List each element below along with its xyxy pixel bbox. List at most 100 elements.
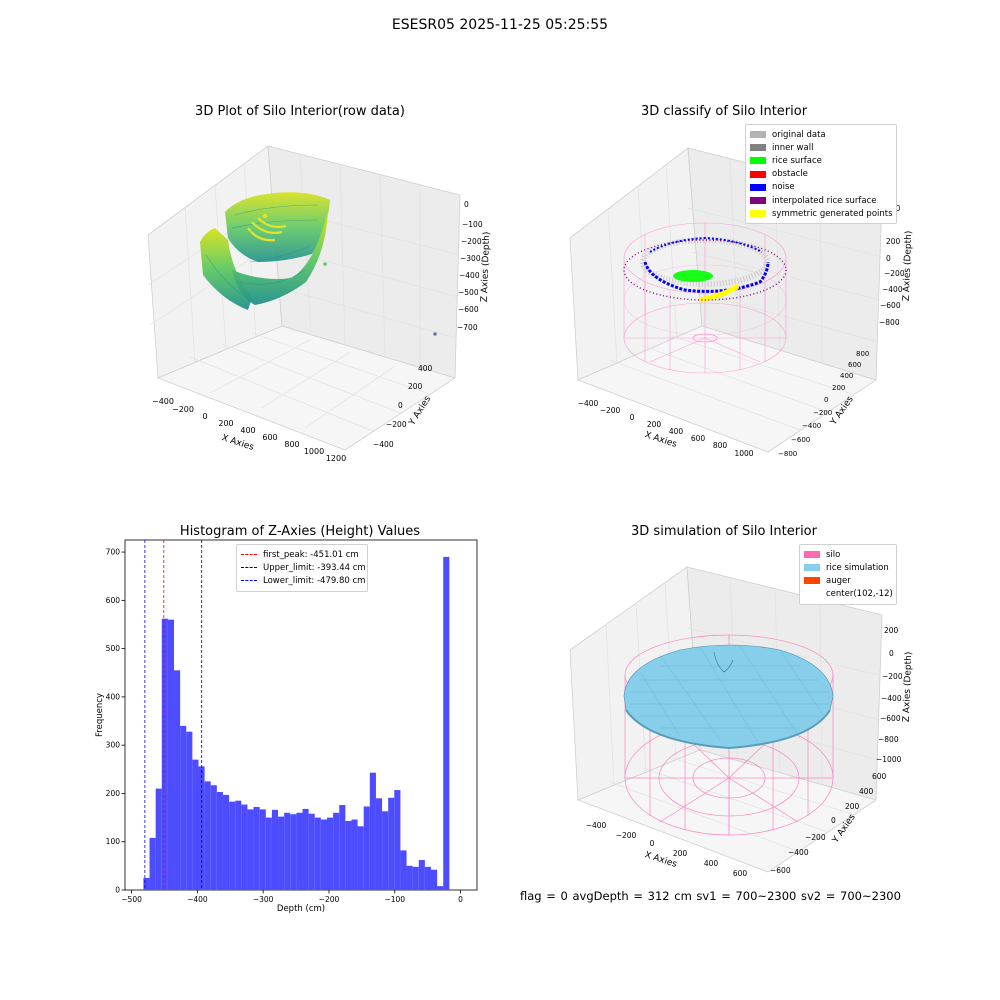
x-tick: 200 <box>673 849 688 858</box>
x-tick: 0 <box>630 413 635 422</box>
histogram-bar <box>241 804 248 890</box>
x-tick: −200 <box>172 405 194 414</box>
x-tick: 800 <box>284 440 299 449</box>
x-tick: 0 <box>202 412 207 421</box>
y-tick: 600 <box>872 772 887 781</box>
histogram-bar <box>278 816 285 890</box>
y-tick: 600 <box>848 361 861 369</box>
legend-swatch <box>750 131 766 139</box>
z-tick: −500 <box>458 288 479 297</box>
histogram-bars <box>143 556 450 890</box>
histogram-bar <box>290 814 297 890</box>
histogram-y-axis-label: Frequency <box>95 693 105 737</box>
legend-entry: interpolated rice surface <box>750 194 892 207</box>
histogram-bar <box>357 826 364 890</box>
x-tick: 1000 <box>734 449 753 458</box>
legend-entry: auger <box>804 574 892 587</box>
histogram-bar <box>400 850 407 890</box>
histogram-bar <box>326 817 334 890</box>
x-tick: 600 <box>733 869 748 878</box>
histogram-bar <box>210 785 217 890</box>
y-tick-label: 0 <box>115 886 120 895</box>
histogram-x-axis-label: Depth (cm) <box>277 904 325 914</box>
raw-z-axis-label: Z Axies (Depth) <box>480 232 492 303</box>
legend-swatch <box>750 144 766 152</box>
simulation-plot-title: 3D simulation of Silo Interior <box>631 524 817 539</box>
histogram-bar <box>339 805 346 890</box>
legend-entry: Lower_limit: -479.80 cm <box>241 574 365 587</box>
x-tick: 200 <box>218 419 233 428</box>
legend-entry: center(102,-12) <box>804 588 893 601</box>
legend-entry: rice surface <box>750 154 892 167</box>
y-tick-label: 600 <box>106 596 121 605</box>
histogram-bar <box>149 837 156 890</box>
histogram-bar <box>296 812 303 890</box>
histogram-bar <box>363 806 370 890</box>
x-tick: −200 <box>616 831 637 840</box>
x-tick-label: −100 <box>384 895 405 904</box>
histogram-y-ticks: 0 100 200 300 400 500 600 700 <box>106 548 125 895</box>
x-tick: 1200 <box>326 454 346 463</box>
classify-x-tick-labels: −400 −200 0 200 400 600 800 1000 <box>578 399 754 458</box>
z-tick: 0 <box>889 649 894 658</box>
y-tick-label: 500 <box>106 644 121 653</box>
legend-line <box>241 554 257 556</box>
histogram-bar <box>155 788 162 890</box>
histogram-bar <box>406 865 413 890</box>
histogram-bar <box>198 766 205 890</box>
histogram-bar <box>394 790 401 890</box>
x-tick: −400 <box>586 821 607 830</box>
legend-entry: obstacle <box>750 168 892 181</box>
histogram-chart: −500 −400 −300 −200 −100 0 0 100 200 300 400 500 60… <box>95 539 478 914</box>
histogram-bar <box>437 886 444 890</box>
legend-entry: noise <box>750 181 892 194</box>
histogram-bar <box>382 811 389 890</box>
raw-y-tick-labels: −400 −200 0 200 400 <box>373 364 433 449</box>
y-tick-label: 100 <box>106 837 121 846</box>
histogram-bar <box>174 670 181 890</box>
histogram-x-ticks: −500 −400 −300 −200 −100 0 <box>121 890 463 904</box>
legend-swatch <box>750 210 766 218</box>
histogram-bar <box>412 866 419 890</box>
x-tick: 1000 <box>304 447 324 456</box>
raw-point-cloud <box>200 192 437 336</box>
raw-plot-title: 3D Plot of Silo Interior(row data) <box>195 104 405 119</box>
histogram-bar <box>388 797 395 890</box>
silo-wireframe <box>623 222 787 374</box>
x-tick-label: −500 <box>121 895 142 904</box>
legend-entry: first_peak: -451.01 cm <box>241 548 363 561</box>
legend-swatch <box>804 564 820 572</box>
raw-z-tick-labels: 0 −100 −200 −300 −400 −500 −600 −700 <box>457 200 483 332</box>
z-tick: −400 <box>459 271 480 280</box>
x-tick: 0 <box>650 839 655 848</box>
z-tick: −400 <box>882 285 903 294</box>
y-tick: −600 <box>770 866 791 875</box>
z-tick: −400 <box>881 694 902 703</box>
x-tick: 600 <box>691 434 706 443</box>
histogram-bar <box>320 819 327 890</box>
x-tick: 400 <box>240 426 255 435</box>
y-tick: −400 <box>373 440 394 449</box>
x-tick-label: −300 <box>253 895 274 904</box>
histogram-legend: first_peak: -451.01 cm Upper_limit: -393… <box>236 544 368 592</box>
legend-line <box>241 567 257 569</box>
histogram-bar <box>431 869 438 890</box>
histogram-bar <box>418 860 425 890</box>
y-tick: −400 <box>788 848 809 857</box>
x-tick: 800 <box>713 441 728 450</box>
histogram-bar <box>308 813 315 890</box>
x-tick-label: 0 <box>458 895 463 904</box>
histogram-bar <box>284 812 291 890</box>
y-tick: −800 <box>778 450 797 458</box>
legend-swatch <box>804 551 820 559</box>
histogram-bar <box>424 866 432 890</box>
y-tick-label: 200 <box>106 789 121 798</box>
histogram-title: Histogram of Z-Axies (Height) Values <box>179 524 421 539</box>
y-tick: 200 <box>408 382 423 391</box>
figure-title: ESESR05 2025-11-25 05:25:55 <box>391 17 609 33</box>
raw-3d-axes-box <box>147 145 461 451</box>
sim-x-tick-labels: −400 −200 0 200 400 600 <box>586 821 748 878</box>
z-tick: −600 <box>880 714 901 723</box>
x-tick-label: −200 <box>319 895 340 904</box>
y-tick: −200 <box>805 833 826 842</box>
